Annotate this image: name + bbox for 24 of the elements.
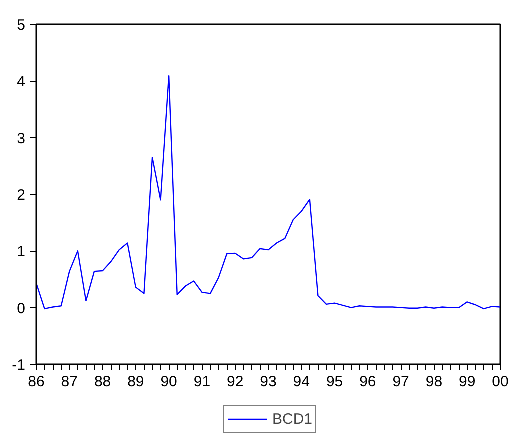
- x-tick-label: 92: [227, 374, 244, 390]
- y-tick-label: 3: [17, 130, 26, 148]
- x-tick-label: 97: [392, 374, 410, 390]
- x-tick-label: 89: [128, 374, 144, 390]
- y-tick-label: 1: [17, 244, 26, 261]
- x-tick-label: 95: [326, 374, 344, 390]
- y-tick-label: 5: [17, 17, 26, 34]
- x-tick-label: 99: [459, 374, 476, 390]
- x-tick-label: 93: [260, 374, 277, 390]
- y-tick-label: 2: [17, 187, 26, 204]
- x-tick-label: 91: [194, 374, 211, 390]
- y-tick-label: 4: [17, 74, 26, 91]
- x-tick-label: 96: [360, 374, 376, 390]
- x-tick-label: 94: [293, 374, 310, 390]
- x-tick-label: 87: [61, 374, 78, 390]
- line-series: [36, 75, 500, 310]
- legend-label: BCD1: [272, 410, 313, 428]
- x-tick-label: 00: [492, 374, 509, 390]
- x-tick-label: 86: [28, 374, 45, 390]
- y-tick-label: -1: [12, 357, 26, 374]
- y-tick-label: 0: [17, 300, 26, 318]
- x-tick-label: 90: [160, 374, 178, 390]
- x-tick-label: 98: [426, 374, 443, 390]
- x-tick-label: 88: [94, 374, 112, 390]
